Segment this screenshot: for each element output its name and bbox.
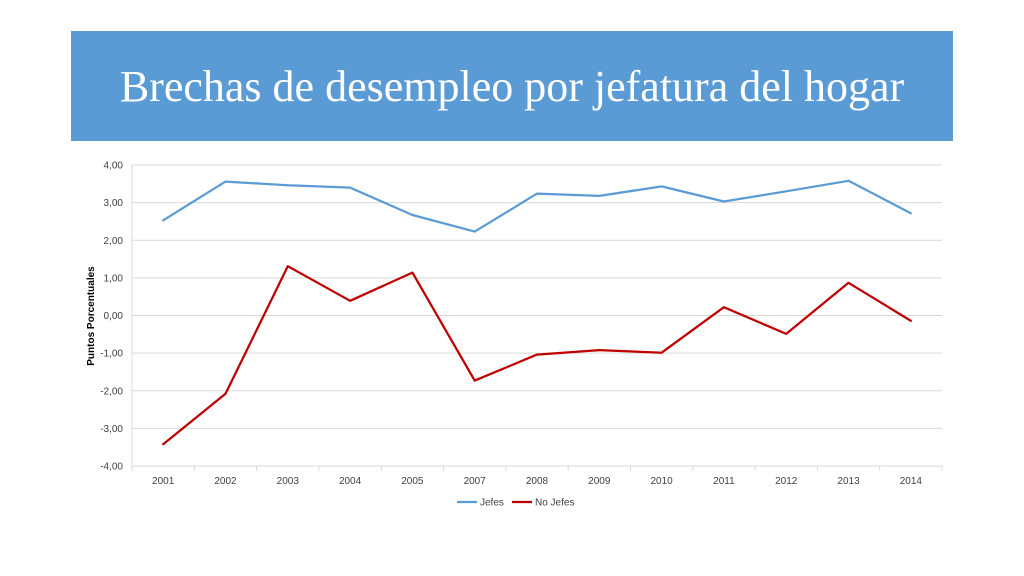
y-tick-label: 2,00 [104, 236, 124, 247]
y-tick-label: -3,00 [100, 424, 123, 435]
y-axis-ticks: 4,00 3,00 2,00 1,00 0,00 -1,00 -2,00 -3,00 -4,00 [100, 161, 123, 473]
slide-title: Brechas de desempleo por jefatura del ho… [119, 61, 905, 111]
y-tick-label: -1,00 [100, 349, 123, 360]
legend-label: Jefes [480, 498, 504, 509]
title-bar: Brechas de desempleo por jefatura del ho… [71, 31, 953, 141]
x-tick-label: 2011 [713, 476, 735, 487]
x-tick-label: 2014 [900, 476, 923, 487]
legend-label: No Jefes [535, 498, 574, 509]
x-tick-label: 2003 [277, 476, 300, 487]
x-tick-label: 2010 [650, 476, 673, 487]
x-axis-ticks: 2001 2002 2003 2004 2005 2007 2008 2009 2010 2011… [152, 476, 922, 487]
x-tick-label: 2005 [401, 476, 424, 487]
series-lines [162, 179, 912, 446]
y-tick-label: 4,00 [104, 161, 124, 172]
y-tick-label: -2,00 [100, 386, 123, 397]
gridlines [131, 164, 943, 471]
x-tick-label: 2001 [152, 476, 175, 487]
x-tick-label: 2007 [464, 476, 487, 487]
y-tick-label: 0,00 [104, 311, 124, 322]
y-tick-label: -4,00 [100, 462, 123, 473]
y-axis-label: Puntos Porcentuales [86, 266, 97, 366]
x-tick-label: 2012 [775, 476, 798, 487]
series-line-jefes [162, 179, 912, 233]
x-tick-label: 2009 [588, 476, 611, 487]
y-tick-label: 3,00 [104, 198, 124, 209]
x-tick-label: 2008 [526, 476, 549, 487]
legend: Jefes No Jefes [457, 498, 574, 509]
x-tick-label: 2002 [214, 476, 237, 487]
x-tick-label: 2013 [837, 476, 860, 487]
x-tick-label: 2004 [339, 476, 362, 487]
y-tick-label: 1,00 [104, 273, 124, 284]
series-line-no-jefes [162, 265, 912, 446]
